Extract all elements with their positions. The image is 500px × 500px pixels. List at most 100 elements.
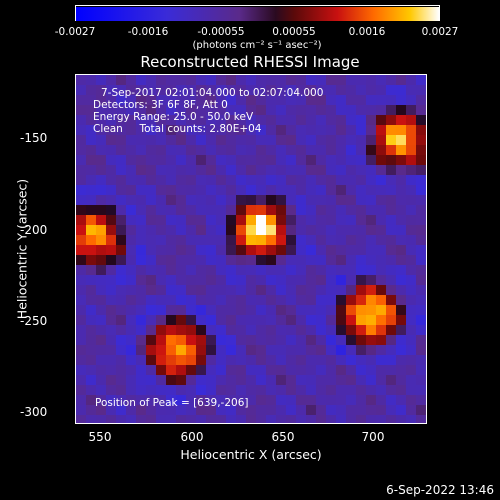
heatmap-cell [106,365,117,376]
heatmap-cell [216,295,227,306]
heatmap-cell [86,85,97,96]
heatmap-cell [106,225,117,236]
heatmap-cell [256,285,267,296]
heatmap-cell [216,135,227,146]
heatmap-cell [356,265,367,276]
heatmap-cell [196,115,207,126]
heatmap-cell [146,255,157,266]
heatmap-cell [206,105,217,116]
heatmap-cell [96,405,107,416]
heatmap-cell [316,285,327,296]
heatmap-cell [346,265,357,276]
heatmap-cell [96,235,107,246]
heatmap-cell [276,215,287,226]
heatmap-cell [246,235,257,246]
heatmap-cell [166,235,177,246]
heatmap-cell [226,105,237,116]
heatmap-cell [216,215,227,226]
heatmap-cell [296,365,307,376]
heatmap-cell [146,325,157,336]
heatmap-cell [296,275,307,286]
heatmap-cell [306,375,317,386]
heatmap-cell [276,265,287,276]
heatmap-cell [266,105,277,116]
heatmap-cell [336,205,347,216]
heatmap-cell [196,105,207,116]
heatmap-cell [266,125,277,136]
heatmap-cell [236,395,247,406]
heatmap-cell [276,255,287,266]
heatmap-cell [396,395,407,406]
heatmap-cell [256,115,267,126]
heatmap-cell [166,215,177,226]
heatmap-cell [416,235,426,246]
heatmap-cell [386,175,397,186]
heatmap-cell [406,305,417,316]
heatmap-cell [406,295,417,306]
heatmap-cell [86,325,97,336]
heatmap-cell [146,215,157,226]
heatmap-cell [296,315,307,326]
heatmap-cell [236,125,247,136]
heatmap-cell [116,75,127,86]
heatmap-cell [156,255,167,266]
heatmap-cell [336,145,347,156]
heatmap-cell [276,95,287,106]
heatmap-cell [416,75,426,86]
heatmap-cell [76,245,87,256]
heatmap-cell [166,145,177,156]
heatmap-cell [286,275,297,286]
heatmap-cell [86,355,97,366]
heatmap-cell [346,135,357,146]
heatmap-cell [146,125,157,136]
heatmap-cell [76,275,87,286]
heatmap-cell [296,265,307,276]
heatmap-cell [376,165,387,176]
heatmap-cell [116,95,127,106]
heatmap-cell [76,205,87,216]
heatmap-cell [136,395,147,406]
heatmap-cell [226,355,237,366]
heatmap-cell [306,305,317,316]
heatmap-cell [196,145,207,156]
heatmap-cell [246,135,257,146]
heatmap-cell [116,285,127,296]
heatmap-cell [386,185,397,196]
heatmap-cell [236,275,247,286]
heatmap-cell [406,75,417,86]
heatmap-cell [216,95,227,106]
heatmap-cell [106,405,117,416]
heatmap-cell [286,75,297,86]
heatmap-cell [166,295,177,306]
heatmap-cell [216,325,227,336]
x-axis-label: Heliocentric X (arcsec) [180,447,322,462]
heatmap-cell [136,365,147,376]
heatmap-cell [376,105,387,116]
heatmap-cell [216,275,227,286]
heatmap-cell [116,245,127,256]
heatmap-cell [316,125,327,136]
heatmap-cell [286,175,297,186]
heatmap-cell [236,235,247,246]
heatmap-cell [176,405,187,416]
plot-title: Reconstructed RHESSI Image [140,53,360,71]
heatmap-cell [386,345,397,356]
heatmap-cell [296,185,307,196]
heatmap-cell [266,325,277,336]
heatmap-cell [296,135,307,146]
heatmap-cell [316,175,327,186]
heatmap-cell [226,385,237,396]
heatmap-cell [316,155,327,166]
heatmap-cell [226,265,237,276]
heatmap-cell [406,405,417,416]
heatmap-cell [96,245,107,256]
heatmap-cell [196,155,207,166]
heatmap-cell [266,115,277,126]
heatmap-cell [186,85,197,96]
heatmap-cell [226,295,237,306]
heatmap-cell [106,235,117,246]
heatmap-cell [176,325,187,336]
heatmap-cell [76,375,87,386]
heatmap-cell [416,125,426,136]
heatmap-cell [176,335,187,346]
